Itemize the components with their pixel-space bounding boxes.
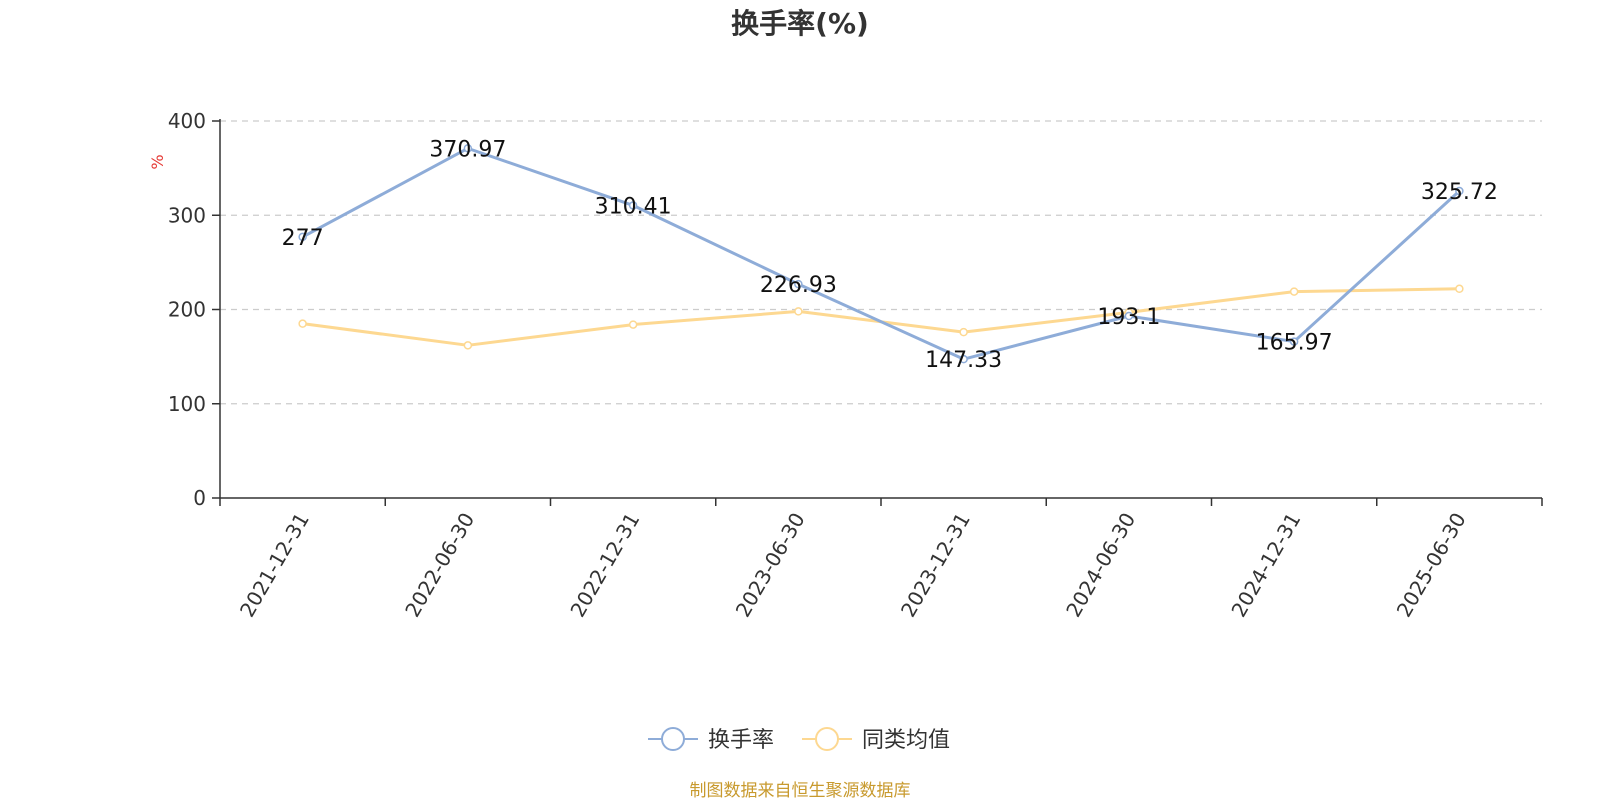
x-tick-label: 2022-06-30 [400, 509, 479, 622]
turnover-data-label: 310.41 [595, 194, 672, 219]
turnover-point [298, 232, 307, 242]
peer-average-point [794, 307, 803, 316]
turnover-point [1455, 186, 1464, 196]
turnover-data-label: 226.93 [760, 273, 837, 298]
peer-average-point [463, 341, 473, 350]
x-tick-label: 2023-06-30 [731, 509, 810, 622]
legend-item-turnover[interactable]: 换手率 [648, 727, 774, 753]
source-note: 制图数据来自恒生聚源数据库 [690, 781, 911, 800]
turnover-data-label: 165.97 [1256, 331, 1333, 356]
peer-average-point [1455, 284, 1464, 294]
x-tick-label: 2023-12-31 [896, 509, 975, 622]
turnover-point [628, 201, 638, 210]
legend-item-peer-average[interactable]: 同类均值 [802, 727, 950, 753]
peer-average-point [298, 319, 307, 328]
turnover-line [301, 146, 1461, 361]
turnover-data-label: 325.72 [1421, 180, 1498, 205]
legend-label-peer-average: 同类均值 [862, 728, 950, 753]
data-labels: 277 370.97 310.41 226.93 147.33 193.1 165.97 32… [282, 137, 1498, 373]
y-tick-label: 300 [168, 203, 206, 227]
x-tick-label: 2022-12-31 [565, 509, 644, 622]
turnover-point [1289, 337, 1299, 346]
chart-title: 换手率(%) [731, 7, 869, 40]
turnover-point [959, 354, 968, 364]
series-lines [298, 144, 1464, 364]
x-tick-label: 2024-12-31 [1226, 509, 1305, 622]
y-tick-label: 0 [193, 486, 206, 510]
peer-average-point [628, 320, 638, 329]
x-tick-label: 2021-12-31 [235, 509, 314, 622]
legend-label-turnover: 换手率 [708, 728, 774, 753]
y-axis-unit: % [148, 154, 167, 169]
grid-lines [220, 120, 1542, 405]
axes: 0 100 200 300 400 2021-12-31 2022-06-30 2022-12… [168, 109, 1543, 622]
turnover-data-label: 370.97 [429, 137, 506, 162]
x-tick-label: 2025-06-30 [1392, 509, 1471, 622]
peer-average-point [959, 327, 968, 337]
turnover-data-label: 193.1 [1097, 305, 1160, 330]
x-tick-label: 2024-06-30 [1061, 509, 1140, 622]
turnover-point [1124, 311, 1134, 321]
y-tick-label: 200 [168, 298, 206, 322]
turnover-point [463, 144, 473, 153]
turnover-data-label: 277 [282, 226, 324, 251]
turnover-data-label: 147.33 [925, 348, 1002, 373]
legend[interactable]: 换手率 同类均值 [648, 727, 950, 753]
turnover-point [794, 279, 803, 289]
legend-marker-turnover [661, 727, 685, 751]
y-tick-label: 100 [168, 392, 206, 416]
peer-average-point [1289, 287, 1299, 296]
y-tick-label: 400 [168, 109, 206, 133]
legend-marker-peer-average [815, 727, 839, 751]
